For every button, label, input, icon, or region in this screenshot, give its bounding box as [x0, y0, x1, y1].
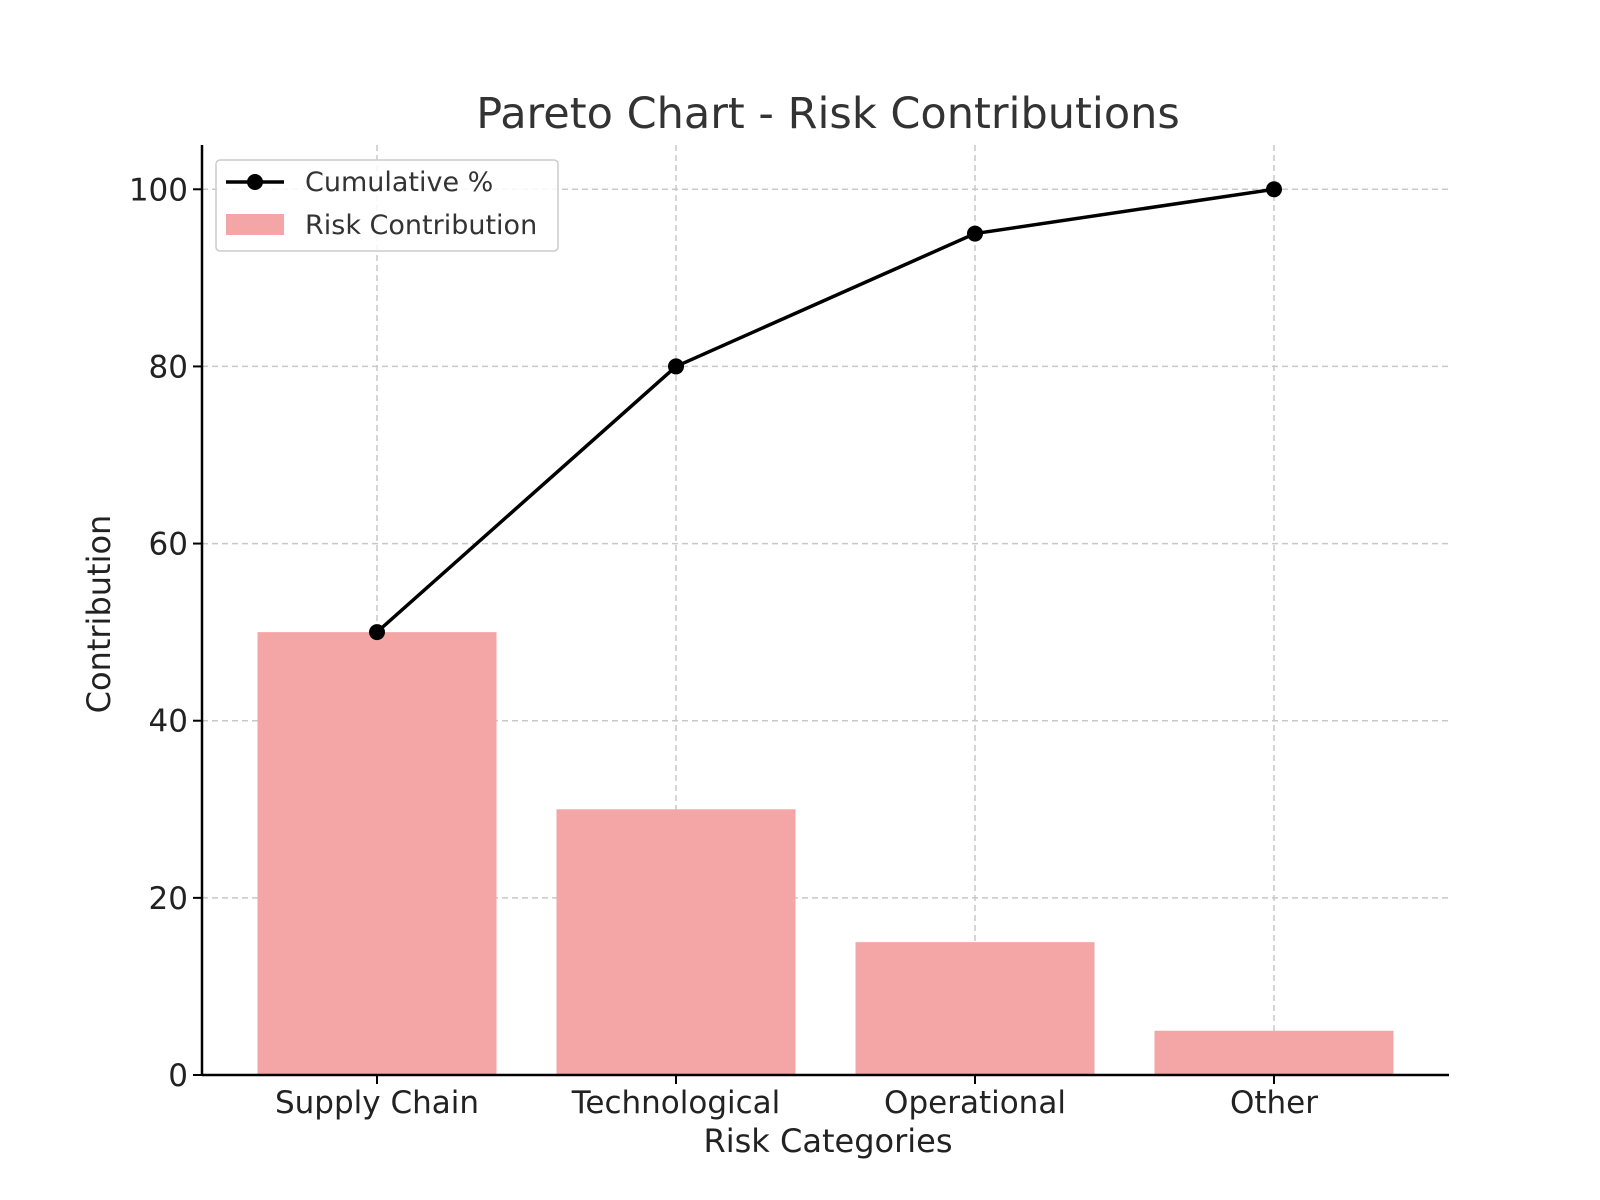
x-tick-label: Operational [884, 1085, 1066, 1121]
chart-title: Pareto Chart - Risk Contributions [476, 89, 1180, 139]
legend-frame [215, 159, 559, 252]
legend-label-risk-contribution: Risk Contribution [305, 210, 537, 241]
legend-marker-swatch [247, 174, 263, 190]
y-tick-label: 20 [149, 881, 188, 917]
x-tick-label: Technological [571, 1085, 781, 1121]
ticks-layer: 0 20 40 60 80 100 Supply Chain Technological Ope… [129, 172, 1318, 1121]
grid-layer [202, 145, 1449, 1075]
bar-operational [855, 942, 1095, 1075]
cumulative-point [369, 624, 385, 641]
x-tick-label: Other [1230, 1085, 1318, 1121]
cumulative-point [967, 225, 983, 242]
axes-layer [200, 145, 1449, 1077]
y-tick-label: 0 [168, 1058, 188, 1094]
cumulative-point [1266, 181, 1282, 198]
x-axis-label: Risk Categories [704, 1122, 953, 1160]
y-tick-label: 60 [149, 527, 188, 563]
cumulative-point [668, 358, 684, 375]
legend-label-cumulative: Cumulative % [305, 167, 493, 198]
cumulative-line [375, 187, 1275, 634]
bar-technological [556, 809, 796, 1075]
legend-bar-swatch [226, 214, 284, 235]
y-tick-label: 80 [149, 349, 188, 385]
bars-layer [257, 632, 1394, 1075]
line-layer [369, 181, 1282, 641]
x-tick-label: Supply Chain [275, 1085, 479, 1121]
y-axis-label: Contribution [80, 515, 118, 714]
bar-supply-chain [257, 632, 497, 1075]
y-tick-label: 40 [149, 704, 188, 740]
y-tick-label: 100 [129, 172, 188, 208]
bar-other [1154, 1030, 1394, 1075]
legend: Cumulative % Risk Contribution [215, 159, 559, 252]
